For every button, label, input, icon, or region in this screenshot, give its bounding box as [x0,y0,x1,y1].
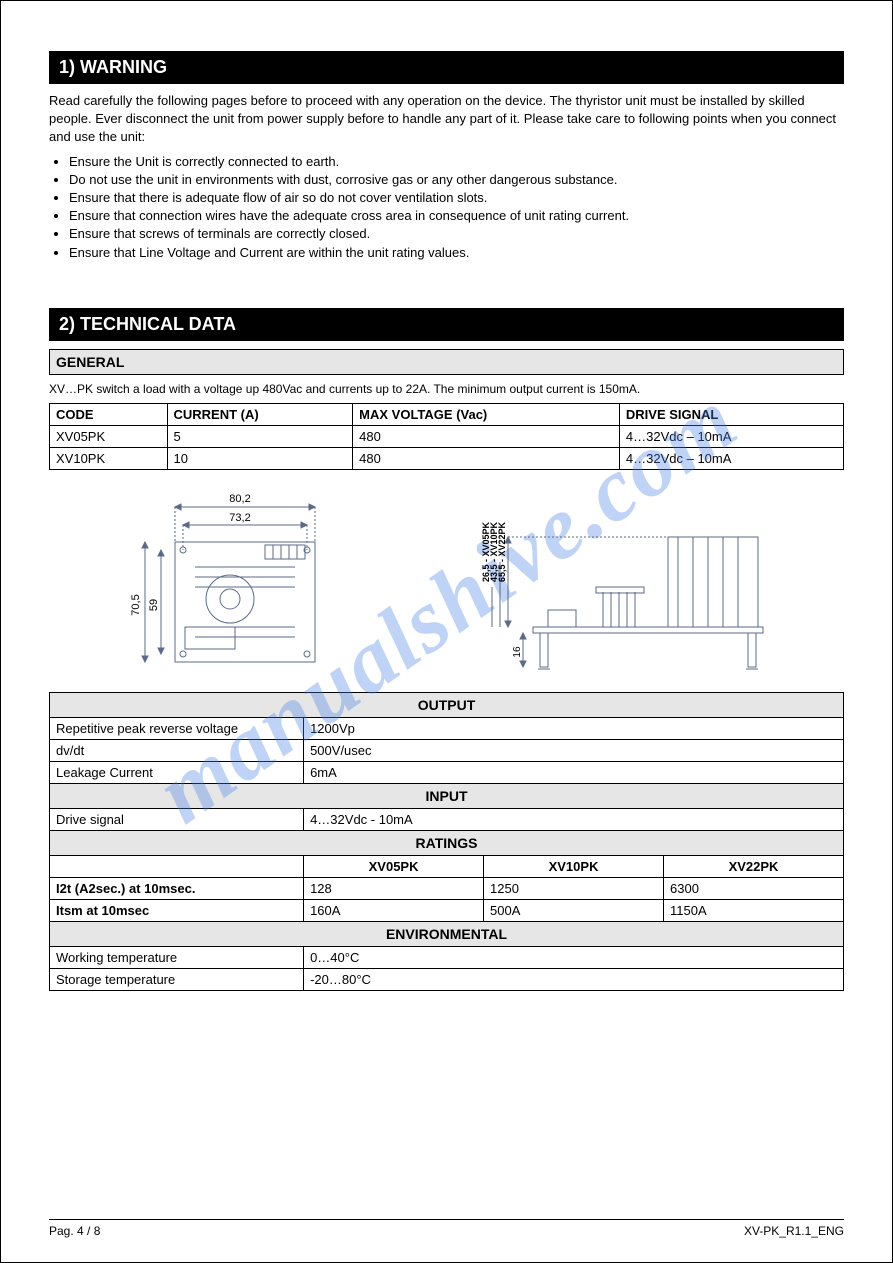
spec-key: dv/dt [50,740,304,762]
codes-th: MAX VOLTAGE (Vac) [353,404,620,426]
warning-bullet-list: Ensure the Unit is correctly connected t… [49,153,844,262]
codes-th: CURRENT (A) [167,404,353,426]
bullet-item: Ensure that Line Voltage and Current are… [69,244,844,262]
ratings-val: 160A [304,900,484,922]
ratings-key: Itsm at 10msec [50,900,304,922]
spec-key: Storage temperature [50,969,304,991]
ratings-th: XV10PK [484,856,664,878]
bullet-item: Ensure the Unit is correctly connected t… [69,153,844,171]
ratings-th: XV22PK [664,856,844,878]
svg-text:65,5 - XV22PK: 65,5 - XV22PK [497,522,507,583]
codes-td: 4…32Vdc – 10mA [619,426,843,448]
ratings-val: 6300 [664,878,844,900]
svg-text:59: 59 [148,599,160,611]
page-content: 1) WARNING Read carefully the following … [1,1,892,1021]
general-subheader: GENERAL [49,349,844,375]
codes-table: CODE CURRENT (A) MAX VOLTAGE (Vac) DRIVE… [49,403,844,470]
spec-key: Repetitive peak reverse voltage [50,718,304,740]
svg-text:16: 16 [512,646,523,658]
spec-header: RATINGS [50,831,844,856]
spec-key: Drive signal [50,809,304,831]
specs-table: OUTPUT Repetitive peak reverse voltage12… [49,692,844,991]
spec-val: 500V/usec [304,740,844,762]
bullet-item: Ensure that screws of terminals are corr… [69,225,844,243]
warning-body: Read carefully the following pages befor… [49,92,844,147]
spec-val: 1200Vp [304,718,844,740]
general-text: XV…PK switch a load with a voltage up 48… [49,381,844,398]
footer-left: Pag. 4 / 8 [49,1224,100,1238]
bullet-item: Do not use the unit in environments with… [69,171,844,189]
spec-key: Leakage Current [50,762,304,784]
codes-th: DRIVE SIGNAL [619,404,843,426]
section-warning-header: 1) WARNING [49,51,844,84]
codes-td: XV10PK [50,448,168,470]
spec-val: 6mA [304,762,844,784]
dimension-figures: 80,2 73,2 70,5 59 [49,482,844,682]
footer-right: XV-PK_R1.1_ENG [744,1224,844,1238]
ratings-th [50,856,304,878]
ratings-val: 500A [484,900,664,922]
svg-text:73,2: 73,2 [230,512,251,524]
figure-top-view: 80,2 73,2 70,5 59 [115,487,345,682]
spec-val: -20…80°C [304,969,844,991]
codes-td: 10 [167,448,353,470]
spec-header: INPUT [50,784,844,809]
bullet-item: Ensure that connection wires have the ad… [69,207,844,225]
svg-text:70,5: 70,5 [130,595,142,616]
codes-td: 480 [353,448,620,470]
codes-th: CODE [50,404,168,426]
spec-val: 0…40°C [304,947,844,969]
spec-header: OUTPUT [50,693,844,718]
svg-text:80,2: 80,2 [230,493,251,505]
section-tech-header: 2) TECHNICAL DATA [49,308,844,341]
spec-val: 4…32Vdc - 10mA [304,809,844,831]
bullet-item: Ensure that there is adequate flow of ai… [69,189,844,207]
ratings-val: 1250 [484,878,664,900]
ratings-val: 128 [304,878,484,900]
ratings-key: I2t (A2sec.) at 10msec. [50,878,304,900]
ratings-th: XV05PK [304,856,484,878]
codes-td: 4…32Vdc – 10mA [619,448,843,470]
spec-header: ENVIRONMENTAL [50,922,844,947]
figure-side-view: 16 26,5 - XV05PK 43,5 - XV10PK 65,5 - XV… [478,492,778,682]
codes-td: 5 [167,426,353,448]
codes-td: 480 [353,426,620,448]
codes-td: XV05PK [50,426,168,448]
ratings-val: 1150A [664,900,844,922]
spec-key: Working temperature [50,947,304,969]
page-footer: Pag. 4 / 8 XV-PK_R1.1_ENG [49,1219,844,1238]
